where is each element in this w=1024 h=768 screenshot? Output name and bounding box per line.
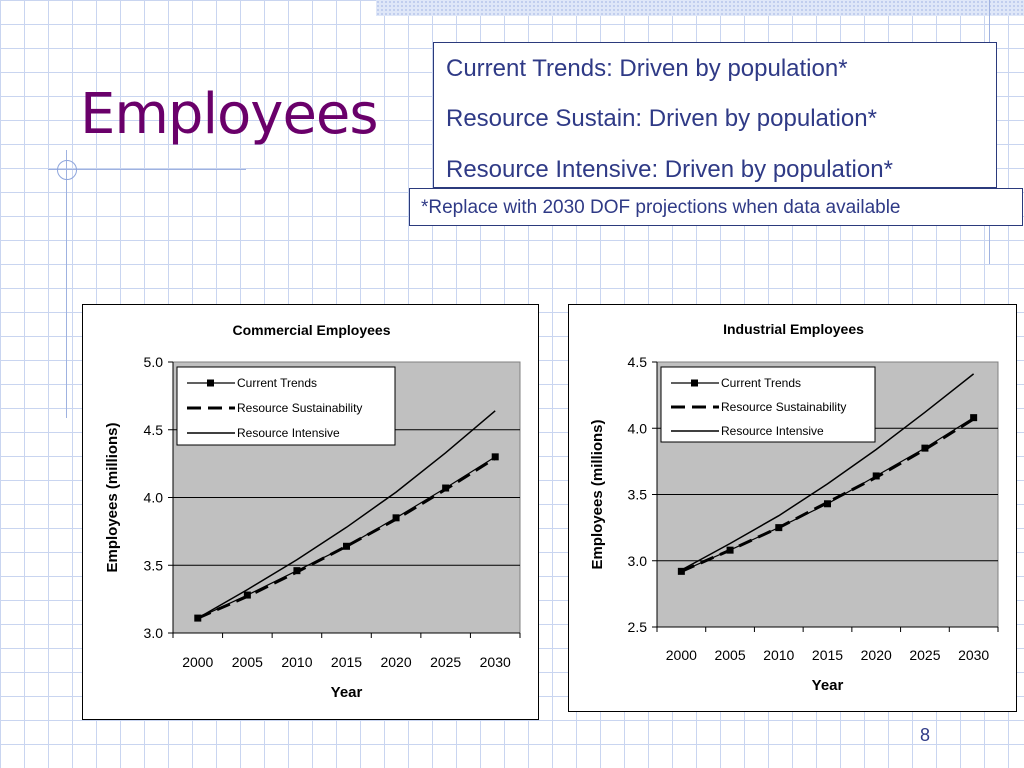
trends-box: Current Trends: Driven by population* Re… — [433, 42, 997, 188]
trend-current: Current Trends: Driven by population* — [446, 55, 848, 82]
y-tick-label: 2.5 — [628, 619, 648, 635]
x-tick-label: 2005 — [232, 654, 263, 670]
x-tick-label: 2020 — [380, 654, 411, 670]
data-point — [824, 500, 831, 508]
legend-label: Current Trends — [721, 376, 801, 390]
legend-marker — [207, 379, 214, 387]
x-tick-label: 2015 — [331, 654, 362, 670]
data-point — [775, 524, 783, 532]
series-line — [681, 373, 975, 571]
y-tick-label: 3.5 — [628, 487, 648, 503]
trend-sustain: Resource Sustain: Driven by population* — [446, 105, 877, 132]
data-point — [872, 472, 880, 480]
x-tick-label: 2010 — [763, 647, 794, 663]
chart-title: Industrial Employees — [723, 321, 864, 337]
x-tick-label: 2005 — [714, 647, 745, 663]
chart-title: Commercial Employees — [233, 322, 391, 338]
legend-label: Resource Intensive — [237, 426, 340, 440]
x-tick-label: 2000 — [666, 647, 697, 663]
x-axis-label: Year — [331, 684, 363, 701]
decor-vertical-line-left — [66, 150, 67, 418]
data-point — [491, 453, 499, 461]
decor-horizontal-line — [48, 169, 246, 170]
chart-svg: Commercial Employees 3.0 3.5 4.0 4.5 5.0 2000 2… — [104, 322, 521, 701]
legend-label: Resource Intensive — [721, 424, 824, 438]
data-point — [392, 514, 400, 522]
y-tick-label: 3.0 — [628, 553, 648, 569]
x-tick-label: 2025 — [909, 647, 940, 663]
decor-circle — [57, 160, 77, 180]
x-tick-label: 2020 — [861, 647, 892, 663]
data-point — [677, 567, 685, 575]
slide-title: Employees — [80, 82, 379, 147]
y-axis-label: Employees (millions) — [104, 422, 121, 572]
legend-label: Resource Sustainability — [721, 400, 846, 414]
data-point — [194, 614, 202, 622]
data-point — [726, 546, 734, 554]
y-axis-label: Employees (millions) — [589, 419, 606, 569]
x-tick-label: 2000 — [182, 654, 213, 670]
x-tick-label: 2030 — [480, 654, 511, 670]
y-tick-label: 3.0 — [144, 625, 164, 641]
y-tick-label: 5.0 — [144, 354, 164, 370]
legend-label: Resource Sustainability — [237, 401, 362, 415]
y-tick-label: 4.0 — [628, 420, 648, 436]
trend-intensive: Resource Intensive: Driven by population… — [446, 156, 893, 183]
y-tick-label: 4.0 — [144, 490, 164, 506]
data-point — [921, 444, 929, 452]
x-tick-label: 2010 — [281, 654, 312, 670]
series-line — [197, 410, 496, 619]
chart-svg: Industrial Employees 2.5 3.0 3.5 4.0 4.5 2000 2… — [589, 321, 999, 694]
x-tick-label: 2025 — [430, 654, 461, 670]
y-tick-label: 4.5 — [144, 422, 164, 438]
page-number: 8 — [920, 725, 931, 745]
industrial-chart: Industrial Employees 2.5 3.0 3.5 4.0 4.5 2000 2… — [568, 304, 1017, 712]
data-point — [243, 591, 251, 599]
data-point — [442, 484, 450, 492]
y-tick-label: 3.5 — [144, 557, 164, 573]
commercial-chart: Commercial Employees 3.0 3.5 4.0 4.5 5.0 2000 2… — [82, 304, 539, 720]
header-band — [376, 0, 1024, 16]
x-axis-label: Year — [812, 677, 844, 694]
legend-marker — [691, 379, 698, 387]
x-tick-label: 2015 — [812, 647, 843, 663]
note-box: *Replace with 2030 DOF projections when … — [409, 188, 1023, 226]
data-point — [343, 542, 350, 550]
legend-label: Current Trends — [237, 376, 317, 390]
y-tick-label: 4.5 — [628, 354, 648, 370]
data-point — [293, 567, 301, 575]
data-point — [970, 414, 978, 422]
x-tick-label: 2030 — [958, 647, 989, 663]
